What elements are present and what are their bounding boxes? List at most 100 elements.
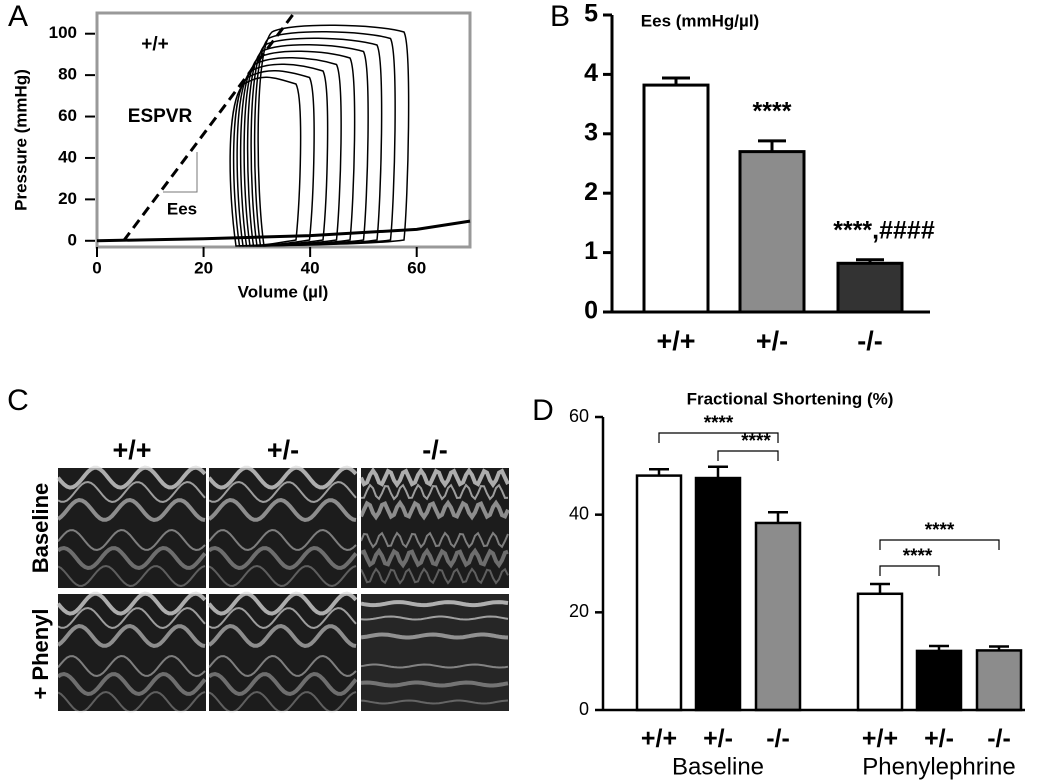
- echo-trace: [57, 564, 206, 588]
- bar: [738, 150, 806, 314]
- series-label: -/-: [766, 725, 790, 753]
- significance-bracket: [879, 539, 1000, 550]
- panel-letter: C: [7, 384, 29, 417]
- pv-loop: [257, 24, 410, 247]
- echo-image: [209, 594, 357, 711]
- y-tick-label: 40: [569, 503, 589, 523]
- echo-trace: [207, 591, 358, 616]
- x-tick-label: +/+: [656, 326, 695, 356]
- echo-image: [58, 594, 206, 711]
- row-label: + Phenyl: [28, 608, 53, 699]
- echo-trace: [57, 528, 206, 552]
- series-label: +/-: [703, 725, 733, 753]
- echo-trace: [360, 699, 509, 705]
- bar: [856, 592, 904, 712]
- y-tick-label: 5: [584, 0, 598, 28]
- significance-label: ****: [704, 413, 734, 434]
- y-tick-label: 100: [49, 23, 77, 42]
- echo-trace: [208, 564, 357, 588]
- echo-trace: [208, 690, 357, 714]
- echo-image: [361, 594, 509, 711]
- x-tick-label: 60: [407, 258, 426, 277]
- pv-loop: [239, 57, 342, 247]
- echo-trace: [360, 567, 509, 585]
- column-label: -/-: [422, 435, 447, 465]
- panel-letter: B: [550, 0, 570, 33]
- plot-frame: [95, 11, 472, 249]
- x-tick-label: 0: [92, 258, 101, 277]
- echo-trace: [57, 654, 206, 678]
- significance-bracket: [717, 450, 779, 461]
- annotation: ESPVR: [128, 106, 193, 127]
- panel-letter: D: [532, 394, 554, 427]
- y-tick-label: 20: [569, 601, 589, 621]
- echo-trace: [57, 606, 206, 630]
- bar: [694, 476, 742, 712]
- bar: [754, 521, 802, 712]
- x-tick-label: -/-: [857, 326, 882, 356]
- column-label: +/-: [267, 435, 299, 465]
- echo-trace: [57, 480, 206, 504]
- echo-image: [209, 468, 357, 588]
- x-tick-label: +/-: [756, 326, 788, 356]
- row-label: Baseline: [28, 483, 53, 574]
- group-label: Phenylephrine: [862, 753, 1015, 780]
- pv-loop: [243, 50, 356, 247]
- echo-trace: [360, 547, 509, 569]
- bar: [836, 261, 904, 314]
- echo-trace: [208, 480, 357, 504]
- x-tick-label: 20: [194, 258, 213, 277]
- series-label: +/+: [862, 725, 898, 753]
- echo-trace: [360, 632, 509, 640]
- significance-bracket: [879, 565, 940, 576]
- pv-loop: [236, 63, 329, 247]
- significance-bracket: [658, 432, 779, 443]
- pv-loop: [246, 43, 369, 247]
- y-tick-label: 40: [58, 147, 77, 166]
- y-tick-label: 20: [58, 189, 77, 208]
- echo-trace: [360, 615, 509, 621]
- y-tick-label: 60: [58, 106, 77, 125]
- y-tick-label: 80: [58, 65, 77, 84]
- bar: [915, 649, 963, 712]
- echo-trace: [56, 591, 207, 616]
- echo-trace: [208, 654, 357, 678]
- echo-trace: [56, 465, 207, 490]
- series-label: +/-: [924, 725, 954, 753]
- series-label: +/+: [641, 725, 677, 753]
- pv-loop: [232, 70, 315, 247]
- bar: [635, 474, 683, 712]
- significance-label: ****: [925, 520, 955, 541]
- slope-marker: [163, 152, 198, 193]
- series-label: -/-: [987, 725, 1011, 753]
- echo-trace: [360, 531, 509, 549]
- column-label: +/+: [112, 435, 151, 465]
- echo-trace: [56, 671, 207, 697]
- echo-trace: [56, 623, 206, 649]
- pv-loop: [229, 76, 302, 247]
- significance-label: ****: [903, 546, 933, 567]
- annotation: Ees: [167, 199, 197, 218]
- echo-trace: [207, 545, 358, 571]
- y-axis-title: Pressure (mmHg): [11, 69, 30, 211]
- annotation: ****,####: [833, 216, 935, 244]
- y-tick-label: 0: [579, 699, 589, 719]
- y-tick-label: 1: [584, 237, 598, 265]
- bar: [975, 649, 1023, 712]
- y-tick-label: 2: [584, 178, 598, 206]
- annotation: +/+: [141, 34, 168, 55]
- echo-trace: [360, 680, 509, 688]
- echo-trace: [360, 483, 509, 501]
- y-tick-label: 60: [569, 406, 589, 426]
- group-label: Baseline: [672, 753, 764, 780]
- echo-trace: [56, 545, 207, 571]
- echo-trace: [208, 528, 357, 552]
- x-tick-label: 40: [301, 258, 320, 277]
- chart-title: Ees (mmHg/µl): [641, 11, 759, 30]
- echo-trace: [359, 499, 510, 521]
- echo-trace: [359, 467, 510, 489]
- echo-trace: [360, 600, 509, 608]
- y-tick-label: 0: [584, 297, 598, 325]
- echo-trace: [57, 690, 206, 714]
